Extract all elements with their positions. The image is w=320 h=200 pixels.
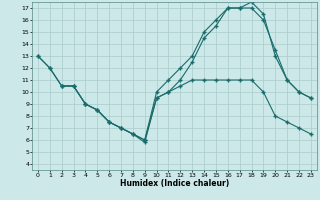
X-axis label: Humidex (Indice chaleur): Humidex (Indice chaleur) xyxy=(120,179,229,188)
